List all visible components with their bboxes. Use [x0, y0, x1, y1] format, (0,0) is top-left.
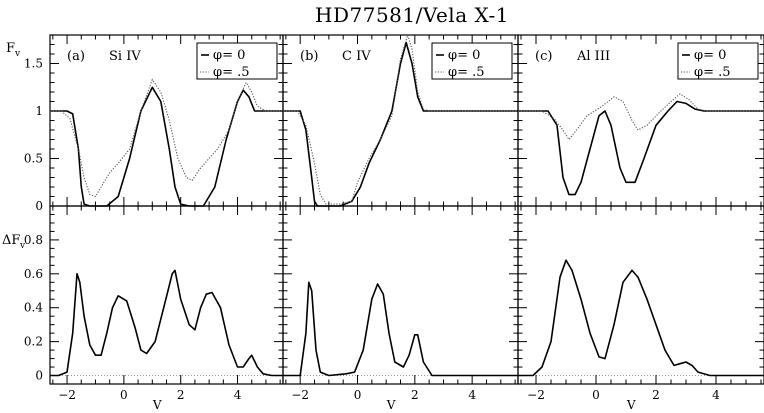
- series-phase-05-line: [50, 78, 283, 198]
- x-axis-label: V: [152, 398, 162, 412]
- series-delta-f-line: [283, 281, 518, 377]
- panel-letter-label: (b): [300, 49, 318, 64]
- bottom-y-label-sub: v: [19, 241, 26, 251]
- x-tick-label: 2: [177, 388, 185, 402]
- legend-box: [677, 42, 759, 80]
- bottom-y-tick-label: 0.4: [24, 301, 43, 315]
- series-delta-f-line: [518, 259, 764, 377]
- x-tick-label: 0: [120, 388, 128, 402]
- x-tick-label: 2: [411, 388, 419, 402]
- legend-entry-phase-0: φ= 0: [694, 48, 726, 63]
- legend-box: [431, 42, 513, 80]
- panel-ion-label: Al III: [576, 49, 610, 64]
- bottom-y-tick-label: 0.2: [24, 335, 43, 349]
- panel-3: −2 0 2 4 V (c) Al III φ= 0 φ= .5: [517, 34, 764, 412]
- top-y-label-main: F: [6, 41, 15, 56]
- top-y-tick-label: 1: [35, 104, 43, 118]
- series-phase-0-line: [283, 41, 518, 207]
- legend-entry-phase-05: φ= .5: [213, 65, 250, 80]
- bottom-y-tick-label: 0.8: [24, 233, 43, 247]
- panel-letter-label: (a): [67, 49, 85, 64]
- legend: φ= 0 φ= .5: [431, 42, 513, 80]
- legend-box: [196, 42, 278, 80]
- panel-ion-label: Si IV: [109, 49, 141, 64]
- legend-entry-phase-0: φ= 0: [448, 48, 480, 63]
- top-y-tick-label: 1.5: [24, 57, 43, 71]
- series-phase-0-line: [518, 100, 764, 196]
- x-tick-label: 4: [468, 388, 476, 402]
- bottom-y-tick-label: 0.6: [24, 267, 43, 281]
- legend-entry-phase-05: φ= .5: [694, 65, 731, 80]
- series-phase-05-line: [283, 33, 518, 205]
- x-tick-label: 2: [652, 388, 660, 402]
- x-tick-label: 4: [712, 388, 720, 402]
- bottom-frame: [282, 205, 519, 385]
- figure-title: HD77581/Vela X-1: [315, 3, 509, 27]
- panel-ion-label: C IV: [342, 49, 371, 64]
- x-tick-label: −2: [58, 388, 76, 402]
- bottom-y-tick-label: 0: [35, 369, 43, 383]
- x-tick-label: 0: [354, 388, 362, 402]
- series-phase-05-line: [518, 93, 764, 141]
- x-axis-label: V: [626, 398, 636, 412]
- bottom-frame: [517, 205, 764, 385]
- top-y-label-sub: v: [14, 49, 21, 59]
- x-tick-label: −2: [527, 388, 545, 402]
- x-tick-label: −2: [291, 388, 309, 402]
- bottom-y-label-main: ΔF: [2, 233, 20, 248]
- legend-entry-phase-05: φ= .5: [448, 65, 485, 80]
- legend-entry-phase-0: φ= 0: [213, 48, 245, 63]
- top-y-tick-label: 0: [35, 199, 43, 213]
- top-y-axis-label: F v: [6, 41, 21, 59]
- series-phase-0-line: [50, 86, 283, 207]
- x-tick-label: 0: [592, 388, 600, 402]
- legend: φ= 0 φ= .5: [677, 42, 759, 80]
- panel-2: −2 0 2 4 V (b) C IV φ= 0 φ= .5: [282, 33, 519, 412]
- top-y-tick-label: 0.5: [24, 152, 43, 166]
- bottom-y-axis-label: ΔF v: [2, 233, 26, 251]
- x-axis-label: V: [386, 398, 396, 412]
- x-tick-label: 4: [234, 388, 242, 402]
- panel-letter-label: (c): [535, 49, 552, 64]
- legend: φ= 0 φ= .5: [196, 42, 278, 80]
- series-delta-f-line: [50, 269, 283, 377]
